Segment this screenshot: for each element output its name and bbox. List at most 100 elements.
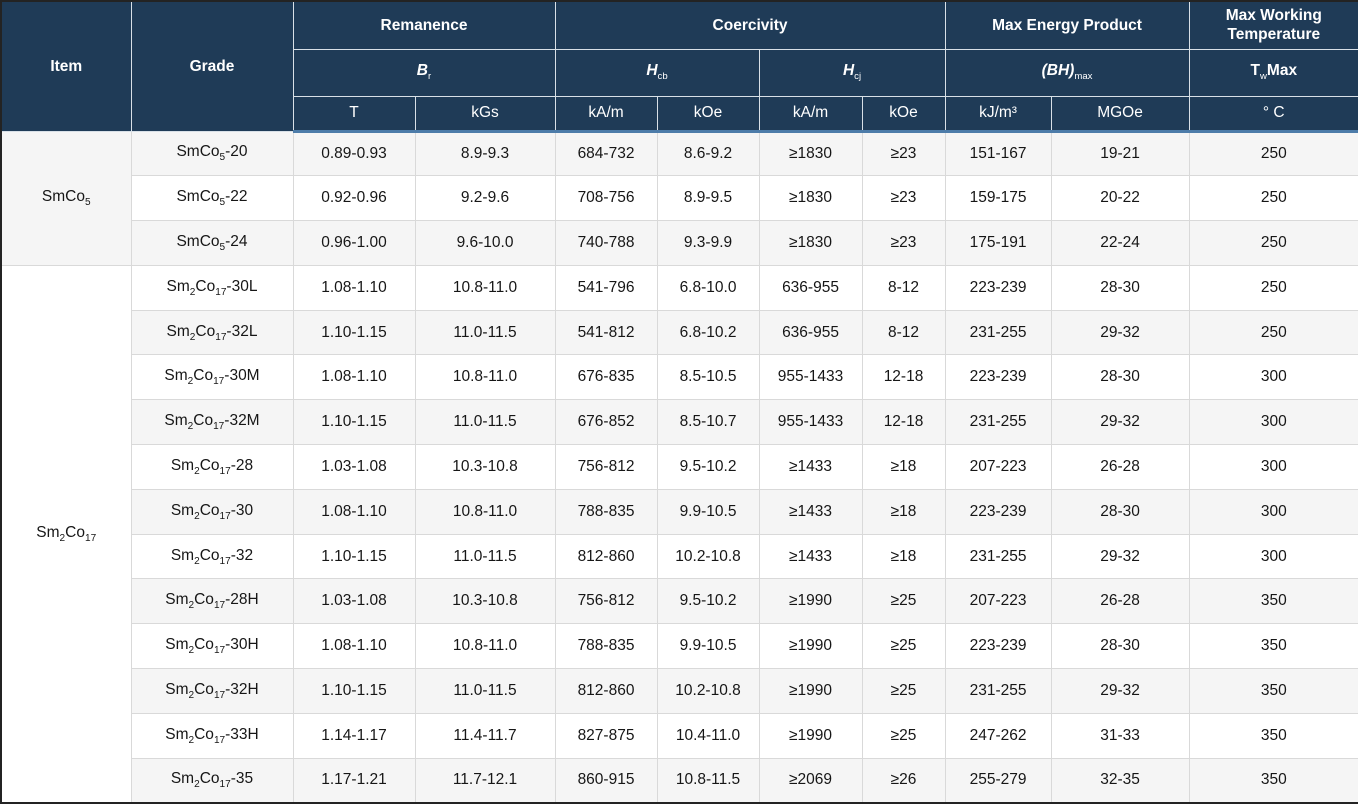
- value-cell: 12-18: [861, 354, 946, 401]
- twmax-subscript: w: [1259, 71, 1267, 83]
- value-cell: ≥26: [861, 757, 946, 804]
- table-row: Sm2Co17-35 1.17-1.21 11.7-12.1 860-915 10.8-…: [1, 757, 1358, 804]
- value-cell: 250: [1188, 175, 1358, 222]
- grade-cell: Sm2Co17-35: [130, 757, 294, 804]
- table-row: SmCo5-22 0.92-0.96 9.2-9.6 708-756 8.9-9.5 ≥1…: [1, 175, 1358, 222]
- value-cell: 9.2-9.6: [414, 175, 556, 222]
- header-coercivity: Coercivity: [554, 0, 946, 50]
- value-cell: 8-12: [861, 264, 946, 311]
- value-cell: 12-18: [861, 399, 946, 446]
- value-cell: 756-812: [554, 444, 658, 490]
- value-cell: 29-32: [1050, 533, 1190, 580]
- table-row: Sm2Co17 Sm2Co17-30L 1.08-1.10 10.8-11.0 541-…: [0, 264, 1358, 804]
- value-cell: ≥18: [861, 444, 946, 490]
- value-cell: 175-191: [944, 220, 1052, 266]
- value-cell: ≥1433: [758, 533, 863, 580]
- value-cell: 26-28: [1050, 444, 1190, 490]
- value-cell: 1.03-1.08: [292, 578, 416, 625]
- value-cell: 28-30: [1050, 488, 1190, 535]
- value-cell: 812-860: [554, 668, 658, 714]
- value-cell: 11.0-11.5: [414, 309, 556, 356]
- twmax-symbol: T: [1250, 62, 1260, 80]
- value-cell: 0.96-1.00: [292, 220, 416, 266]
- bhmax-subscript: max: [1074, 71, 1093, 83]
- table-header: Item Grade Remanence Coercivity Max Ener…: [0, 0, 1358, 133]
- value-cell: ≥18: [861, 533, 946, 580]
- unit-degc: ° C: [1188, 95, 1358, 133]
- value-cell: 31-33: [1050, 712, 1190, 759]
- value-cell: ≥23: [861, 220, 946, 266]
- value-cell: 812-860: [554, 533, 658, 580]
- value-cell: 250: [1188, 220, 1358, 266]
- value-cell: 1.17-1.21: [292, 757, 416, 804]
- value-cell: 20-22: [1050, 175, 1190, 222]
- table-row: Sm2Co17-32H 1.10-1.15 11.0-11.5 812-860 10.2…: [1, 668, 1358, 714]
- value-cell: 350: [1188, 757, 1358, 804]
- value-cell: 223-239: [944, 623, 1052, 670]
- unit-tesla: T: [292, 95, 416, 133]
- value-cell: 207-223: [944, 444, 1052, 490]
- value-cell: 684-732: [554, 130, 658, 177]
- header-max-working-temperature: Max Working Temperature: [1188, 0, 1358, 50]
- value-cell: 300: [1188, 354, 1358, 401]
- value-cell: 10.8-11.5: [656, 757, 760, 804]
- table-row: Sm2Co17-28 1.03-1.08 10.3-10.8 756-812 9.5-1…: [1, 444, 1358, 490]
- header-symbol-br: Br: [292, 48, 556, 97]
- value-cell: 28-30: [1050, 354, 1190, 401]
- table-row: Sm2Co17-32L 1.10-1.15 11.0-11.5 541-812 6.8-…: [1, 309, 1358, 356]
- value-cell: 28-30: [1050, 623, 1190, 670]
- value-cell: ≥1990: [758, 668, 863, 714]
- value-cell: 11.4-11.7: [414, 712, 556, 759]
- value-cell: 250: [1188, 130, 1358, 177]
- value-cell: 541-812: [554, 309, 658, 356]
- value-cell: 0.89-0.93: [292, 130, 416, 177]
- value-cell: 636-955: [758, 264, 863, 311]
- value-cell: ≥25: [861, 623, 946, 670]
- value-cell: 350: [1188, 712, 1358, 759]
- value-cell: 22-24: [1050, 220, 1190, 266]
- grade-cell: Sm2Co17-30M: [130, 354, 294, 401]
- value-cell: 10.8-11.0: [414, 488, 556, 535]
- grade-cell: Sm2Co17-30L: [130, 264, 294, 311]
- value-cell: 10.2-10.8: [656, 533, 760, 580]
- value-cell: 8.6-9.2: [656, 130, 760, 177]
- unit-kgs: kGs: [414, 95, 556, 133]
- header-remanence: Remanence: [292, 0, 556, 50]
- value-cell: 29-32: [1050, 668, 1190, 714]
- value-cell: ≥25: [861, 712, 946, 759]
- value-cell: 8.5-10.5: [656, 354, 760, 401]
- header-symbol-hcj: Hcj: [758, 48, 946, 97]
- header-row-units: T kGs kA/m kOe kA/m kOe kJ/m³ MGOe ° C: [1, 95, 1358, 133]
- header-symbol-twmax: TwMax: [1188, 48, 1358, 97]
- value-cell: 756-812: [554, 578, 658, 625]
- value-cell: 10.8-11.0: [414, 623, 556, 670]
- grade-cell: SmCo5-24: [130, 220, 294, 266]
- grade-cell: Sm2Co17-32H: [130, 668, 294, 714]
- table-row: Sm2Co17-32M 1.10-1.15 11.0-11.5 676-852 8.5-…: [1, 399, 1358, 446]
- table-row: SmCo5 SmCo5-20 0.89-0.93 8.9-9.3 684-732 8.6-…: [0, 130, 1358, 266]
- value-cell: 231-255: [944, 533, 1052, 580]
- value-cell: 10.3-10.8: [414, 444, 556, 490]
- value-cell: 1.08-1.10: [292, 264, 416, 311]
- table-row: SmCo5-24 0.96-1.00 9.6-10.0 740-788 9.3-9.9 ≥…: [1, 220, 1358, 266]
- value-cell: 6.8-10.0: [656, 264, 760, 311]
- br-subscript: r: [428, 71, 432, 83]
- value-cell: 300: [1188, 399, 1358, 446]
- unit-kam-hcb: kA/m: [554, 95, 658, 133]
- value-cell: 159-175: [944, 175, 1052, 222]
- value-cell: 1.14-1.17: [292, 712, 416, 759]
- value-cell: 955-1433: [758, 399, 863, 446]
- value-cell: 9.6-10.0: [414, 220, 556, 266]
- value-cell: 9.5-10.2: [656, 578, 760, 625]
- value-cell: 19-21: [1050, 130, 1190, 177]
- table-row: Sm2Co17-33H 1.14-1.17 11.4-11.7 827-875 10.4…: [1, 712, 1358, 759]
- table-row: Sm2Co17-32 1.10-1.15 11.0-11.5 812-860 10.2-…: [1, 533, 1358, 580]
- unit-kam-hcj: kA/m: [758, 95, 863, 133]
- value-cell: 300: [1188, 533, 1358, 580]
- value-cell: 788-835: [554, 488, 658, 535]
- value-cell: 255-279: [944, 757, 1052, 804]
- value-cell: 10.4-11.0: [656, 712, 760, 759]
- value-cell: 10.8-11.0: [414, 354, 556, 401]
- value-cell: 708-756: [554, 175, 658, 222]
- value-cell: 6.8-10.2: [656, 309, 760, 356]
